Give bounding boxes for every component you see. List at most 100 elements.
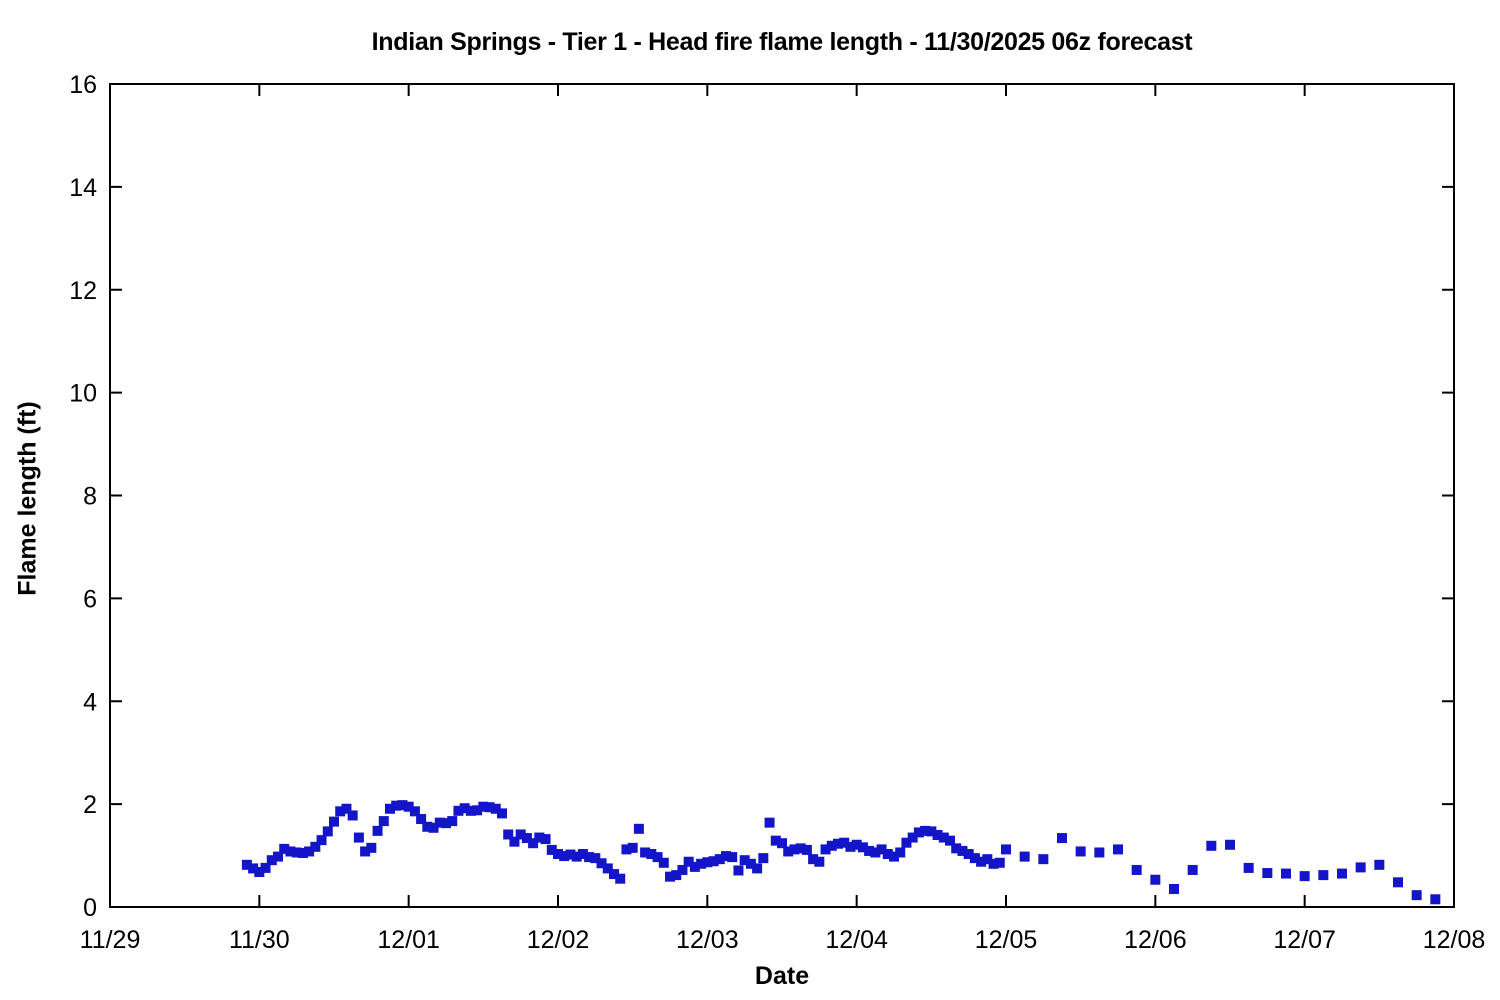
- x-tick-label: 12/07: [1273, 926, 1336, 954]
- data-point: [497, 808, 507, 819]
- data-point: [1299, 871, 1310, 882]
- data-point: [360, 846, 371, 857]
- data-point: [876, 844, 887, 855]
- data-point: [571, 851, 582, 862]
- data-point: [484, 802, 495, 813]
- data-point: [1131, 864, 1142, 875]
- data-point: [515, 829, 526, 840]
- data-point: [241, 859, 252, 870]
- data-point: [764, 817, 775, 828]
- data-point: [609, 869, 619, 880]
- y-tick-label: 8: [83, 483, 97, 511]
- data-point: [434, 817, 445, 828]
- data-point: [777, 838, 787, 849]
- data-point: [248, 863, 259, 874]
- data-point: [814, 856, 825, 867]
- data-point: [907, 832, 918, 843]
- data-point: [963, 849, 974, 860]
- data-point: [857, 842, 868, 853]
- data-point: [1075, 846, 1086, 857]
- data-point: [920, 825, 931, 836]
- data-point: [285, 846, 296, 857]
- data-point: [1187, 864, 1198, 875]
- y-tick-label: 6: [83, 585, 97, 613]
- data-point: [297, 847, 308, 858]
- data-point: [789, 844, 800, 855]
- data-point: [714, 854, 725, 865]
- data-point: [472, 805, 483, 816]
- data-point: [951, 843, 962, 854]
- data-point: [310, 841, 321, 852]
- data-point: [889, 851, 899, 862]
- data-point: [441, 818, 451, 829]
- y-tick-label: 10: [69, 380, 97, 408]
- data-point: [864, 845, 875, 856]
- data-point: [1411, 890, 1422, 901]
- data-point: [689, 861, 700, 872]
- data-point: [1113, 844, 1123, 855]
- data-point: [353, 832, 364, 843]
- data-point: [322, 826, 333, 837]
- data-point: [1150, 874, 1161, 885]
- data-point: [839, 837, 850, 848]
- data-point: [615, 873, 626, 884]
- data-point: [671, 870, 682, 881]
- x-tick-label: 11/30: [229, 926, 290, 954]
- data-point: [459, 803, 470, 814]
- x-tick-label: 12/05: [975, 926, 1038, 954]
- data-point: [378, 816, 389, 827]
- y-tick-label: 16: [69, 71, 97, 99]
- data-point: [627, 842, 638, 853]
- data-point: [279, 843, 290, 854]
- data-point: [1337, 868, 1347, 879]
- data-point: [447, 816, 458, 827]
- data-point: [465, 805, 476, 816]
- data-point: [721, 851, 731, 862]
- data-point: [945, 835, 955, 846]
- data-point: [696, 858, 707, 869]
- data-point: [590, 853, 601, 864]
- data-point: [391, 800, 402, 811]
- data-point: [826, 840, 837, 851]
- data-point: [304, 846, 315, 857]
- data-point: [397, 800, 408, 811]
- data-point: [658, 857, 669, 868]
- data-point: [633, 823, 644, 834]
- data-point: [646, 849, 657, 860]
- data-point: [1262, 868, 1273, 879]
- data-point: [988, 858, 999, 869]
- data-point: [733, 865, 744, 876]
- data-point: [994, 857, 1005, 868]
- data-point: [577, 849, 588, 860]
- data-point: [758, 853, 769, 864]
- data-point: [1225, 839, 1235, 850]
- data-point: [540, 834, 551, 845]
- data-point: [291, 847, 302, 858]
- data-point: [273, 851, 283, 862]
- data-point: [739, 855, 750, 866]
- data-point: [596, 858, 607, 869]
- plot-border: [109, 83, 1455, 908]
- data-point: [752, 863, 763, 874]
- data-point: [969, 853, 980, 864]
- y-tick-label: 14: [69, 174, 97, 202]
- data-point: [882, 849, 893, 860]
- data-point: [833, 838, 843, 849]
- data-point: [708, 856, 719, 867]
- data-point: [1374, 859, 1385, 870]
- data-point: [584, 852, 595, 863]
- data-point: [801, 844, 812, 855]
- y-tick-label: 4: [83, 688, 97, 716]
- data-point: [1019, 851, 1030, 862]
- data-point: [260, 862, 271, 873]
- data-point: [845, 841, 856, 852]
- x-tick-label: 12/06: [1124, 926, 1187, 954]
- y-tick-label: 0: [83, 894, 97, 922]
- data-point: [1057, 833, 1067, 844]
- data-point: [932, 829, 943, 840]
- data-point: [366, 842, 377, 853]
- x-tick-label: 12/04: [825, 926, 888, 954]
- data-point: [652, 852, 663, 863]
- data-point: [938, 832, 949, 843]
- data-point: [665, 871, 675, 882]
